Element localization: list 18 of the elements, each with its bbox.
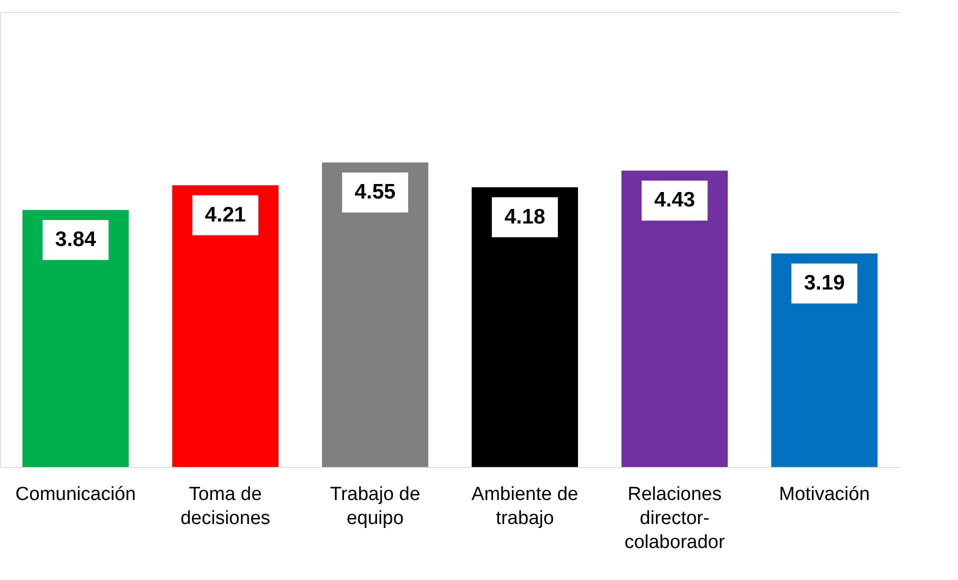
data-label: 4.18 [504,205,546,228]
data-label: 4.21 [204,203,246,226]
bar [621,170,728,467]
data-label: 4.55 [354,180,396,204]
x-tick-label: Relaciones director-colaborador [624,484,726,553]
bar [172,185,279,467]
bar [771,254,878,467]
x-tick-label: Trabajo de equipo [330,484,420,529]
x-tick-label: Ambiente de trabajo [472,484,578,529]
bar [322,162,428,467]
bar [22,210,129,467]
data-label: 3.84 [55,228,96,252]
data-label: 4.43 [654,188,696,212]
x-tick-label: Comunicación [15,484,136,505]
x-tick-label: Toma de decisiones [180,484,270,529]
x-tick-label: Motivación [778,484,870,505]
data-label: 3.19 [804,272,845,295]
bar [472,187,578,467]
